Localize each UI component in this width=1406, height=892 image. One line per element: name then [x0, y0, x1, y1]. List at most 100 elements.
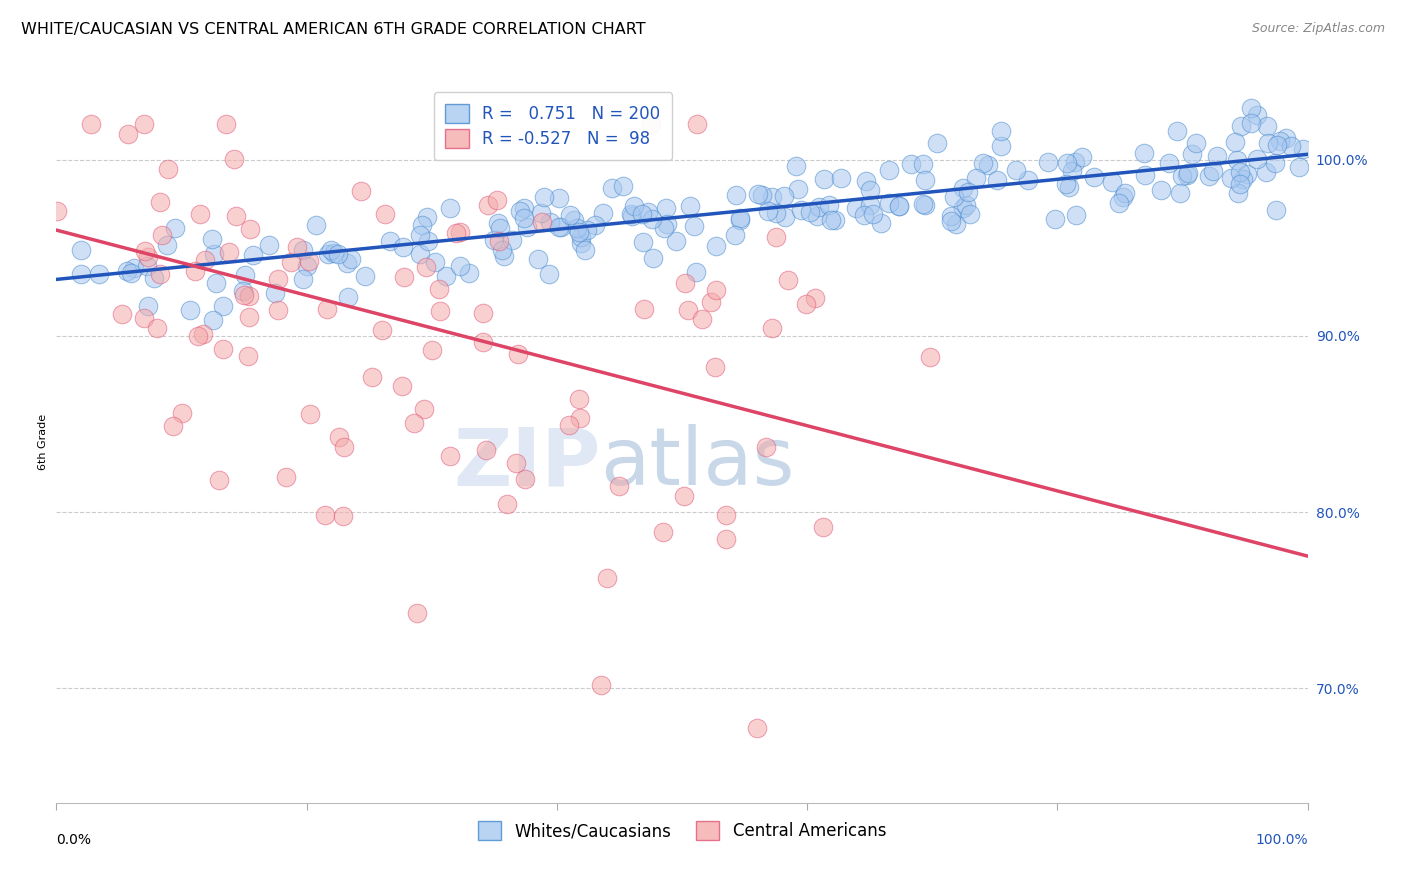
Point [1066, 208, 1088, 222]
Point [402, 417, 425, 431]
Point [190, 207, 212, 221]
Point [143, 270, 166, 285]
Point [641, 251, 664, 265]
Point [673, 276, 696, 290]
Point [513, 201, 536, 215]
Point [215, 117, 238, 131]
Point [1083, 169, 1105, 184]
Point [318, 246, 340, 260]
Point [547, 190, 569, 204]
Point [785, 159, 807, 173]
Point [862, 207, 884, 221]
Point [700, 295, 723, 310]
Point [350, 184, 373, 198]
Point [652, 524, 675, 539]
Point [233, 268, 256, 283]
Point [208, 473, 231, 487]
Point [530, 215, 553, 229]
Point [489, 220, 512, 235]
Point [1017, 173, 1039, 187]
Point [46, 204, 69, 219]
Point [475, 442, 498, 457]
Point [328, 430, 350, 444]
Point [80, 117, 103, 131]
Point [434, 268, 457, 283]
Point [914, 173, 936, 187]
Point [1054, 177, 1077, 191]
Point [558, 208, 581, 222]
Point [1101, 175, 1123, 189]
Point [111, 307, 134, 321]
Point [298, 254, 321, 268]
Point [238, 310, 260, 325]
Point [336, 290, 359, 304]
Point [686, 117, 709, 131]
Point [354, 268, 377, 283]
Point [1223, 135, 1246, 149]
Point [1205, 149, 1227, 163]
Point [194, 252, 217, 267]
Point [1220, 171, 1243, 186]
Point [939, 209, 962, 223]
Point [808, 201, 831, 215]
Point [730, 212, 752, 227]
Point [1236, 168, 1258, 182]
Point [122, 260, 145, 275]
Point [952, 201, 974, 215]
Point [869, 216, 891, 230]
Point [1005, 162, 1028, 177]
Point [516, 220, 538, 235]
Point [242, 248, 264, 262]
Point [939, 214, 962, 228]
Point [422, 343, 444, 358]
Point [811, 519, 834, 533]
Point [569, 229, 592, 244]
Point [1229, 177, 1251, 191]
Point [471, 334, 494, 349]
Point [633, 301, 655, 316]
Point [583, 218, 606, 232]
Point [1177, 166, 1199, 180]
Point [778, 273, 800, 287]
Point [146, 320, 169, 334]
Point [340, 252, 363, 266]
Point [162, 419, 184, 434]
Point [596, 571, 619, 585]
Point [765, 230, 787, 244]
Point [612, 178, 634, 193]
Point [959, 207, 981, 221]
Point [859, 183, 882, 197]
Point [264, 285, 287, 300]
Point [990, 123, 1012, 137]
Point [877, 162, 900, 177]
Point [212, 299, 235, 313]
Point [225, 209, 247, 223]
Point [1201, 164, 1223, 178]
Point [492, 249, 515, 263]
Point [1071, 150, 1094, 164]
Point [589, 678, 612, 692]
Point [485, 193, 508, 207]
Point [1288, 160, 1310, 174]
Point [150, 227, 173, 242]
Point [714, 532, 737, 546]
Point [889, 199, 911, 213]
Point [1157, 155, 1180, 169]
Point [925, 136, 948, 151]
Point [187, 329, 209, 343]
Point [477, 198, 499, 212]
Point [952, 181, 974, 195]
Point [1230, 119, 1253, 133]
Point [859, 198, 882, 212]
Point [305, 218, 328, 232]
Point [1264, 156, 1286, 170]
Point [633, 235, 655, 249]
Text: 0.0%: 0.0% [56, 833, 91, 847]
Point [654, 201, 676, 215]
Point [1232, 172, 1254, 186]
Point [564, 213, 586, 227]
Point [637, 204, 659, 219]
Point [852, 208, 875, 222]
Point [120, 266, 142, 280]
Point [945, 217, 967, 231]
